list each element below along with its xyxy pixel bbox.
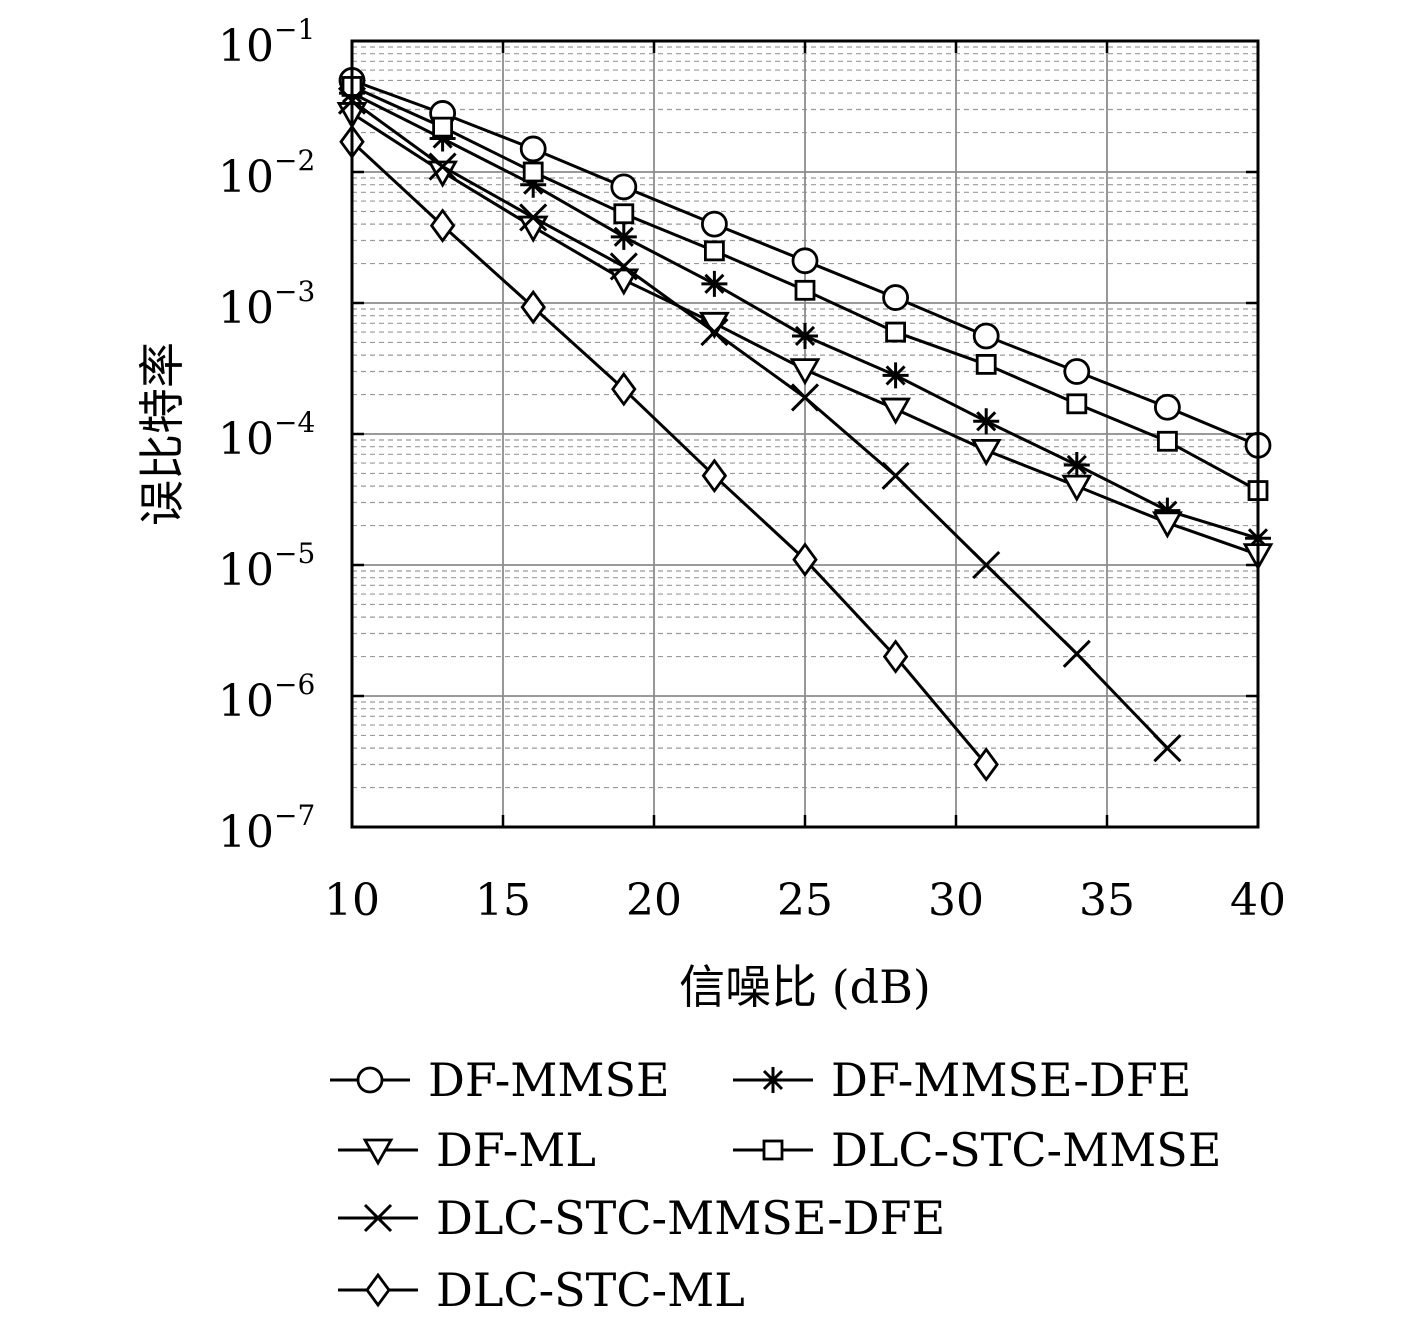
data-point	[973, 408, 1000, 435]
series-dlc-stc-mmse-dfe	[337, 86, 1182, 763]
data-point	[522, 161, 544, 183]
data-point	[881, 461, 910, 490]
data-point	[429, 125, 456, 152]
series-group	[336, 67, 1274, 782]
legend-label: DF-MMSE	[428, 1053, 670, 1107]
data-point	[1061, 474, 1093, 502]
data-point	[432, 116, 454, 138]
y-tick-label: 10−5	[218, 537, 315, 596]
data-point	[972, 322, 1000, 350]
data-point	[792, 542, 818, 577]
series-line	[351, 99, 1169, 750]
data-point	[885, 321, 906, 343]
x-tick-label: 20	[626, 875, 682, 926]
data-point	[790, 383, 820, 412]
data-point	[519, 203, 548, 232]
data-point	[789, 358, 821, 386]
data-point	[428, 152, 457, 181]
x-tick-label: 40	[1230, 875, 1286, 926]
data-point	[610, 173, 638, 201]
legend-label: DLC-STC-MMSE	[831, 1123, 1221, 1177]
legend-label: DF-ML	[436, 1123, 596, 1177]
series-line	[350, 140, 988, 766]
legend-marker	[356, 1066, 384, 1094]
legend-item: DF-MMSE	[330, 1053, 670, 1107]
data-point	[704, 240, 725, 262]
y-tick-label: 10−7	[218, 799, 315, 858]
legend: DF-MMSE DF-MMSE-DFE DF-ML DLC-STC-MMSE DLC-S…	[330, 1053, 1221, 1317]
data-point	[973, 747, 999, 782]
x-tick-label: 30	[928, 875, 984, 926]
data-point	[608, 268, 640, 296]
data-point	[882, 362, 909, 389]
data-point	[429, 208, 456, 243]
data-point	[1154, 497, 1181, 524]
data-point	[794, 279, 816, 301]
data-point	[1066, 393, 1088, 415]
legend-item: DF-ML	[338, 1123, 596, 1177]
x-tick-label: 25	[777, 875, 833, 926]
data-point	[975, 353, 997, 375]
legend-marker	[363, 1203, 393, 1233]
data-point	[701, 458, 728, 494]
data-point	[1152, 511, 1183, 539]
legend-marker	[760, 1067, 786, 1093]
series-dlc-stc-ml	[339, 124, 999, 782]
x-tick-label: 10	[324, 875, 380, 926]
data-point	[520, 289, 546, 325]
data-point	[1157, 430, 1178, 452]
data-point	[610, 223, 637, 250]
legend-marker	[762, 1139, 784, 1161]
data-point	[1153, 734, 1182, 763]
y-tick-label: 10−2	[218, 144, 315, 203]
legend-item: DLC-STC-ML	[338, 1263, 745, 1317]
legend-label: DLC-STC-ML	[436, 1263, 745, 1317]
data-point	[613, 203, 635, 225]
data-point	[1063, 451, 1090, 478]
x-axis-label: 信噪比 (dB)	[679, 960, 931, 1014]
data-point	[1062, 639, 1091, 668]
y-tick-label: 10−4	[218, 406, 315, 465]
grid	[351, 40, 1259, 828]
data-point	[1063, 358, 1091, 385]
data-point	[519, 135, 547, 163]
data-point	[701, 270, 728, 297]
y-tick-label: 10−6	[218, 668, 315, 727]
data-point	[792, 322, 818, 349]
legend-label: DLC-STC-MMSE-DFE	[436, 1191, 945, 1245]
y-tick-label: 10−3	[218, 275, 315, 334]
legend-item: DLC-STC-MMSE	[733, 1123, 1221, 1177]
data-point	[611, 371, 637, 407]
y-axis-label: 误比特率	[135, 342, 189, 526]
axis-ticks: 10 15 20 25 30 35 40 10−1 10−2 10−3 10−4 10−5 10−6 10…	[218, 13, 1286, 926]
x-tick-label: 15	[475, 875, 531, 926]
data-point	[882, 639, 909, 674]
legend-label: DF-MMSE-DFE	[831, 1053, 1191, 1107]
data-point	[1154, 393, 1181, 421]
legend-item: DLC-STC-MMSE-DFE	[338, 1191, 945, 1245]
data-point	[520, 171, 547, 198]
data-point	[970, 438, 1002, 467]
x-tick-label: 35	[1079, 875, 1135, 926]
data-point	[700, 318, 729, 347]
data-point	[880, 397, 911, 425]
data-point	[791, 247, 819, 275]
data-point	[701, 210, 728, 238]
data-point	[882, 284, 909, 311]
series-df-mmse	[338, 67, 1272, 459]
y-tick-label: 10−1	[218, 13, 315, 72]
legend-item: DF-MMSE-DFE	[733, 1053, 1191, 1107]
legend-marker	[365, 1272, 391, 1308]
data-point	[972, 550, 1001, 580]
legend-marker	[362, 1138, 394, 1166]
data-point	[609, 252, 638, 281]
